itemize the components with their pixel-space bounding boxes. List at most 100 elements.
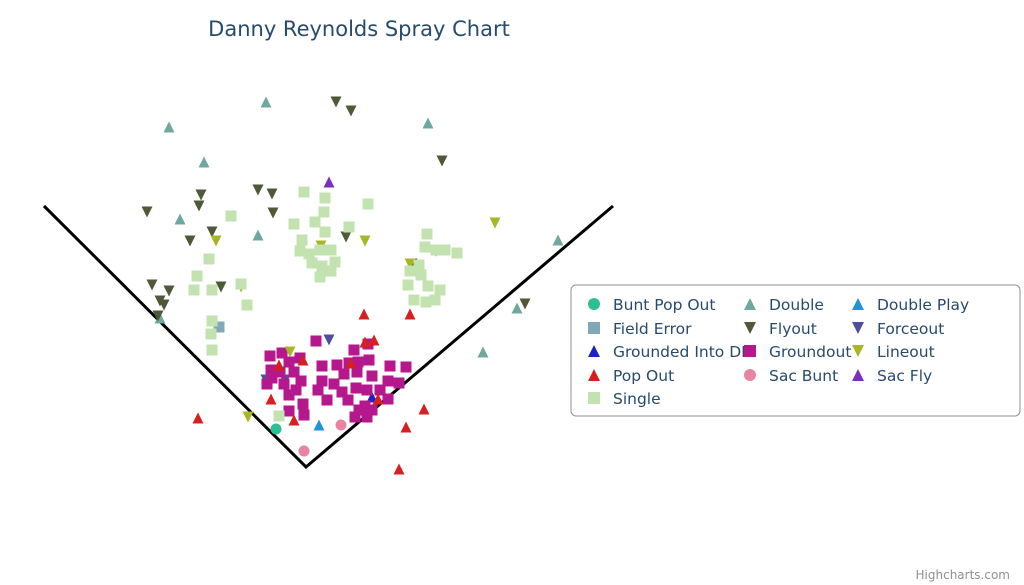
point-single[interactable] (316, 260, 328, 272)
point-groundout[interactable] (382, 375, 394, 387)
point-double[interactable] (174, 213, 186, 225)
point-lineout[interactable] (404, 258, 416, 270)
point-pop-out[interactable] (368, 334, 380, 346)
point-lineout[interactable] (210, 235, 222, 247)
point-flyout[interactable] (215, 281, 227, 293)
point-groundout[interactable] (328, 378, 340, 390)
point-single[interactable] (205, 328, 217, 340)
point-single[interactable] (422, 280, 434, 292)
point-pop-out[interactable] (288, 414, 300, 426)
point-single[interactable] (314, 271, 326, 283)
point-grounded-into-dp[interactable] (366, 391, 378, 403)
point-groundout[interactable] (393, 377, 405, 389)
point-single[interactable] (434, 284, 446, 296)
credits-link[interactable]: Highcharts.com (916, 568, 1010, 582)
legend-item-forceout[interactable]: Forceout (852, 320, 944, 338)
point-flyout[interactable] (206, 226, 218, 238)
point-pop-out[interactable] (404, 308, 416, 320)
point-single[interactable] (325, 244, 337, 256)
point-pop-out[interactable] (359, 336, 371, 348)
point-groundout[interactable] (276, 347, 288, 359)
point-groundout[interactable] (261, 378, 273, 390)
point-groundout[interactable] (283, 356, 295, 368)
legend-item-groundout[interactable]: Groundout (744, 343, 851, 361)
point-groundout[interactable] (348, 344, 360, 356)
point-groundout[interactable] (350, 382, 362, 394)
point-groundout[interactable] (363, 354, 375, 366)
point-single[interactable] (206, 315, 218, 327)
point-flyout[interactable] (195, 189, 207, 201)
point-groundout[interactable] (295, 375, 307, 387)
point-groundout[interactable] (316, 360, 328, 372)
point-pop-out[interactable] (372, 393, 384, 405)
point-groundout[interactable] (349, 411, 361, 423)
point-single[interactable] (408, 294, 420, 306)
point-flyout[interactable] (267, 207, 279, 219)
point-single[interactable] (404, 265, 416, 277)
point-groundout[interactable] (288, 366, 300, 378)
point-forceout[interactable] (323, 334, 335, 346)
point-pop-out[interactable] (393, 463, 405, 475)
point-groundout[interactable] (400, 361, 412, 373)
legend-item-double-play[interactable]: Double Play (852, 296, 969, 314)
point-flyout[interactable] (340, 231, 352, 243)
point-single[interactable] (419, 241, 431, 253)
point-single[interactable] (429, 294, 441, 306)
point-groundout[interactable] (331, 359, 343, 371)
point-single[interactable] (325, 265, 337, 277)
point-groundout[interactable] (351, 366, 363, 378)
point-double-play[interactable] (313, 419, 325, 431)
point-single[interactable] (420, 296, 432, 308)
point-single[interactable] (309, 216, 321, 228)
point-groundout[interactable] (290, 384, 302, 396)
point-single[interactable] (188, 284, 200, 296)
point-flyout[interactable] (146, 279, 158, 291)
point-single[interactable] (319, 192, 331, 204)
point-groundout[interactable] (338, 368, 350, 380)
point-single[interactable] (241, 299, 253, 311)
point-double[interactable] (252, 229, 264, 241)
point-single[interactable] (303, 248, 315, 260)
legend-item-sac-fly[interactable]: Sac Fly (852, 367, 932, 385)
point-groundout[interactable] (359, 400, 371, 412)
point-double[interactable] (163, 121, 175, 133)
point-flyout[interactable] (193, 200, 205, 212)
point-flyout[interactable] (141, 206, 153, 218)
point-groundout[interactable] (274, 366, 286, 378)
point-sac-fly[interactable] (323, 176, 335, 188)
point-single[interactable] (343, 221, 355, 233)
point-flyout[interactable] (330, 96, 342, 108)
legend-item-pop-out[interactable]: Pop Out (588, 367, 674, 385)
point-flyout[interactable] (184, 235, 196, 247)
point-single[interactable] (296, 234, 308, 246)
point-groundout[interactable] (353, 404, 365, 416)
point-groundout[interactable] (321, 394, 333, 406)
point-groundout[interactable] (297, 398, 309, 410)
point-groundout[interactable] (361, 384, 373, 396)
point-double[interactable] (552, 234, 564, 246)
legend-item-bunt-pop-out[interactable]: Bunt Pop Out (588, 296, 715, 314)
point-single[interactable] (430, 244, 442, 256)
point-groundout[interactable] (352, 356, 364, 368)
point-single[interactable] (306, 257, 318, 269)
point-single[interactable] (298, 186, 310, 198)
point-flyout[interactable] (152, 310, 164, 322)
point-lineout[interactable] (359, 235, 371, 247)
point-bunt-pop-out[interactable] (270, 423, 282, 435)
point-single[interactable] (421, 228, 433, 240)
point-single[interactable] (191, 270, 203, 282)
legend-item-lineout[interactable]: Lineout (852, 343, 935, 361)
point-single[interactable] (451, 247, 463, 259)
point-single[interactable] (362, 198, 374, 210)
legend-item-flyout[interactable]: Flyout (744, 320, 817, 338)
legend-item-grounded-into-dp[interactable]: Grounded Into DP (588, 343, 750, 361)
point-sac-bunt[interactable] (298, 445, 310, 457)
point-groundout[interactable] (283, 405, 295, 417)
point-groundout[interactable] (310, 335, 322, 347)
point-pop-out[interactable] (358, 308, 370, 320)
point-double[interactable] (477, 346, 489, 358)
point-double[interactable] (511, 302, 523, 314)
point-groundout[interactable] (266, 372, 278, 384)
legend-item-sac-bunt[interactable]: Sac Bunt (744, 367, 838, 385)
point-single[interactable] (318, 206, 330, 218)
